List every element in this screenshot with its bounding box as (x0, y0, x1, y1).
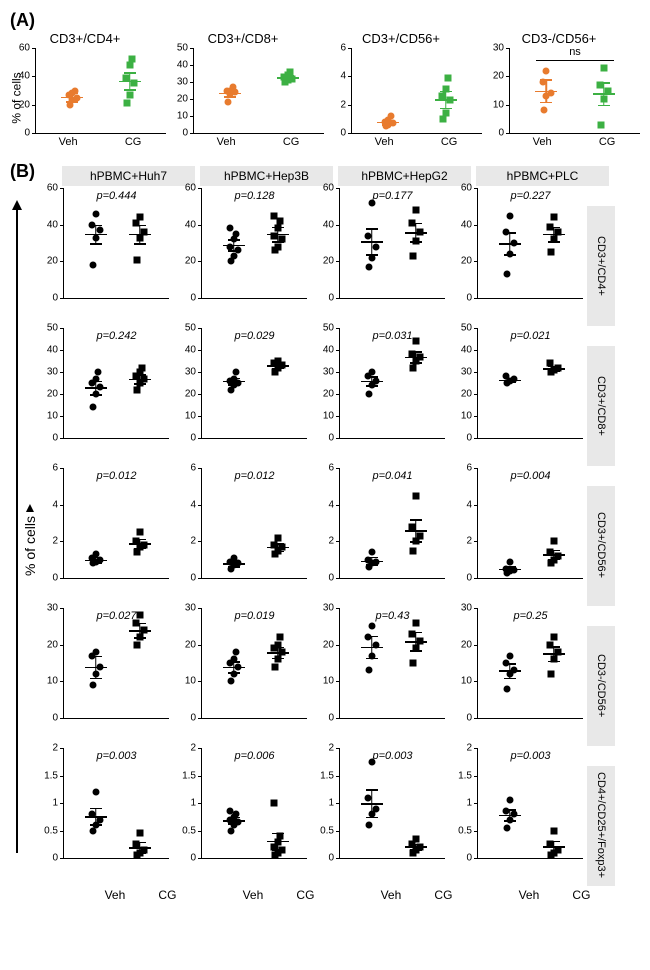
chart-b-r4-c3: 00.511.52p=0.003 (449, 748, 582, 888)
p-value: p=0.25 (478, 610, 583, 622)
y-label-a: % of cells (10, 72, 24, 123)
row-label: CD3+/CD4+ (587, 206, 615, 326)
p-value: p=0.012 (202, 470, 307, 482)
row-label: CD4+/CD25+/Foxp3+ (587, 766, 615, 886)
p-value: p=0.227 (478, 190, 583, 202)
p-value: p=0.031 (340, 330, 445, 342)
chart-b-r0-c2: 0204060p=0.177 (311, 188, 444, 328)
panel-b-row-2: 0246p=0.0120246p=0.0120246p=0.0410246p=0… (35, 468, 640, 608)
x-labels: VehCG (509, 136, 639, 148)
row-label: CD3+/CD56+ (587, 486, 615, 606)
chart-b-r1-c1: 01020304050p=0.029 (173, 328, 306, 468)
chart-a-0: CD3+/CD4+0204060% of cellsVehCG (10, 31, 160, 151)
p-value: p=0.021 (478, 330, 583, 342)
p-value: p=0.242 (64, 330, 169, 342)
ns-label: ns (510, 46, 640, 58)
col-header: hPBMC+HepG2 (338, 166, 471, 186)
row-label: CD3+/CD8+ (587, 346, 615, 466)
p-value: p=0.003 (340, 750, 445, 762)
chart-a-2: CD3+/CD56+0246VehCG (326, 31, 476, 151)
col-header: hPBMC+Huh7 (62, 166, 195, 186)
chart-a-3: CD3-/CD56+0102030nsVehCG (484, 31, 634, 151)
chart-b-r2-c3: 0246p=0.004 (449, 468, 582, 608)
panel-b-row-0: 0204060p=0.4440204060p=0.1280204060p=0.1… (35, 188, 640, 328)
chart-a-title: CD3-/CD56+ (484, 31, 634, 46)
p-value: p=0.006 (202, 750, 307, 762)
panel-b-row-3: 0102030p=0.0270102030p=0.0190102030p=0.4… (35, 608, 640, 748)
x-bottom-pair: VehCG (474, 888, 607, 902)
row-label: CD3-/CD56+ (587, 626, 615, 746)
p-value: p=0.027 (64, 610, 169, 622)
chart-b-r3-c1: 0102030p=0.019 (173, 608, 306, 748)
chart-b-r2-c2: 0246p=0.041 (311, 468, 444, 608)
chart-b-r2-c0: 0246p=0.012 (35, 468, 168, 608)
x-labels: VehCG (35, 136, 165, 148)
p-value: p=0.041 (340, 470, 445, 482)
p-value: p=0.444 (64, 190, 169, 202)
panel-b-row-1: 01020304050p=0.24201020304050p=0.0290102… (35, 328, 640, 468)
panel-b-row-4: 00.511.52p=0.00300.511.52p=0.00600.511.5… (35, 748, 640, 888)
chart-b-r0-c1: 0204060p=0.128 (173, 188, 306, 328)
p-value: p=0.003 (64, 750, 169, 762)
figure: (A) CD3+/CD4+0204060% of cellsVehCGCD3+/… (10, 10, 640, 902)
chart-b-r4-c2: 00.511.52p=0.003 (311, 748, 444, 888)
chart-b-r4-c1: 00.511.52p=0.006 (173, 748, 306, 888)
col-headers: hPBMC+Huh7hPBMC+Hep3BhPBMC+HepG2hPBMC+PL… (62, 166, 640, 186)
panel-b: (B) hPBMC+Huh7hPBMC+Hep3BhPBMC+HepG2hPBM… (10, 166, 640, 902)
p-value: p=0.029 (202, 330, 307, 342)
p-value: p=0.003 (478, 750, 583, 762)
chart-b-r4-c0: 00.511.52p=0.003 (35, 748, 168, 888)
col-header: hPBMC+Hep3B (200, 166, 333, 186)
x-bottom-pair: VehCG (198, 888, 331, 902)
panel-a: (A) CD3+/CD4+0204060% of cellsVehCGCD3+/… (10, 10, 640, 151)
chart-b-r1-c2: 01020304050p=0.031 (311, 328, 444, 468)
p-value: p=0.177 (340, 190, 445, 202)
chart-b-r3-c0: 0102030p=0.027 (35, 608, 168, 748)
x-bottom-pair: VehCG (60, 888, 193, 902)
panel-a-label: (A) (10, 10, 35, 31)
p-value: p=0.128 (202, 190, 307, 202)
x-bottom-labels: VehCG VehCG VehCG VehCG (60, 888, 640, 902)
chart-a-title: CD3+/CD56+ (326, 31, 476, 46)
chart-b-r3-c2: 0102030p=0.43 (311, 608, 444, 748)
col-header: hPBMC+PLC (476, 166, 609, 186)
x-bottom-pair: VehCG (336, 888, 469, 902)
p-value: p=0.004 (478, 470, 583, 482)
chart-b-r0-c3: 0204060p=0.227 (449, 188, 582, 328)
chart-b-r0-c0: 0204060p=0.444 (35, 188, 168, 328)
chart-b-r1-c3: 01020304050p=0.021 (449, 328, 582, 468)
chart-a-title: CD3+/CD8+ (168, 31, 318, 46)
p-value: p=0.019 (202, 610, 307, 622)
chart-a-1: CD3+/CD8+01020304050VehCG (168, 31, 318, 151)
chart-b-r1-c0: 01020304050p=0.242 (35, 328, 168, 468)
chart-a-title: CD3+/CD4+ (10, 31, 160, 46)
chart-b-r2-c1: 0246p=0.012 (173, 468, 306, 608)
x-labels: VehCG (193, 136, 323, 148)
x-labels: VehCG (351, 136, 481, 148)
panel-b-label: (B) (10, 161, 35, 182)
p-value: p=0.012 (64, 470, 169, 482)
p-value: p=0.43 (340, 610, 445, 622)
chart-b-r3-c3: 0102030p=0.25 (449, 608, 582, 748)
y-axis-arrow (16, 208, 18, 853)
